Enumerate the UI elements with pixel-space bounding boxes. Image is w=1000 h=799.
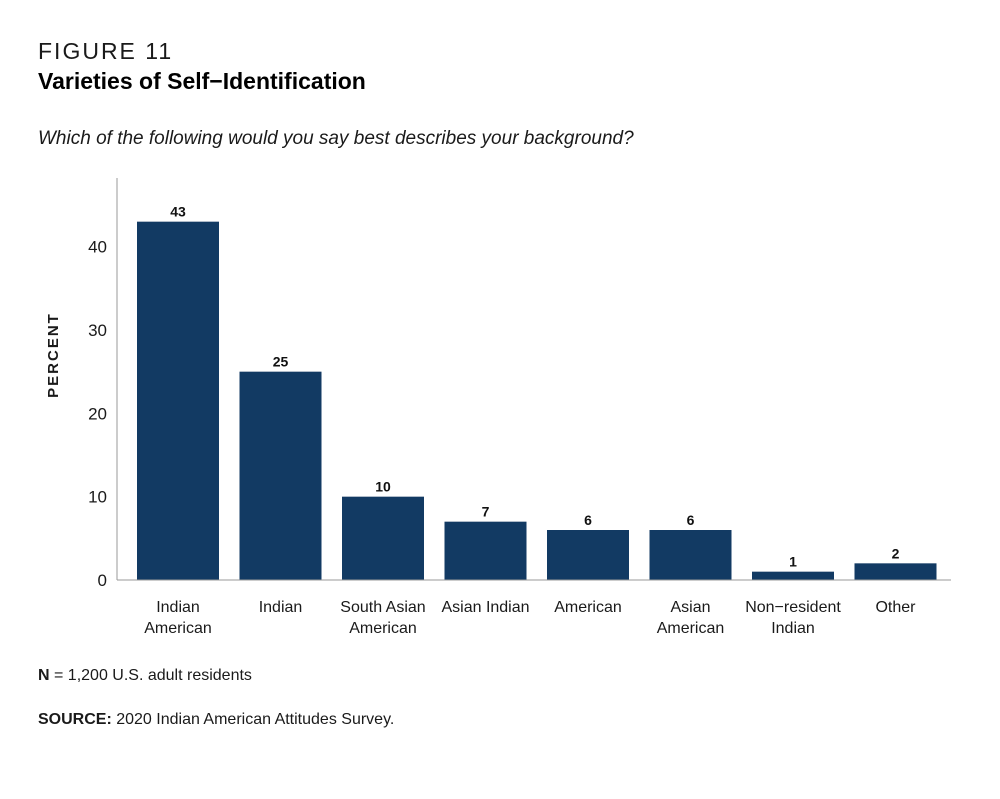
bar	[342, 496, 424, 580]
bar	[444, 521, 527, 580]
data-label: 1	[789, 554, 797, 570]
bar	[547, 530, 629, 580]
x-tick-label: Indian	[259, 599, 303, 616]
data-label: 6	[687, 512, 695, 528]
figure-number: FIGURE 11	[38, 38, 174, 64]
bar	[137, 221, 219, 580]
data-label: 43	[170, 204, 186, 220]
data-label: 10	[375, 479, 391, 495]
source-text: 2020 Indian American Attitudes Survey.	[111, 711, 395, 728]
x-tick-label: Other	[875, 599, 916, 616]
y-tick-label: 0	[98, 571, 107, 590]
x-tick-label: Asian American	[657, 599, 725, 637]
y-tick-label: 40	[88, 238, 107, 257]
y-tick-label: 30	[88, 321, 107, 340]
data-label: 2	[892, 545, 900, 561]
x-axis: Indian American Indian South Asian American A…	[117, 579, 951, 637]
n-label: N	[38, 667, 50, 684]
bar	[854, 563, 937, 580]
n-text: = 1,200 U.S. adult residents	[49, 667, 252, 684]
bar	[752, 571, 834, 580]
x-tick-label: South Asian American	[340, 599, 425, 637]
chart-title: Varieties of Self−Identification	[38, 68, 366, 94]
source-note: SOURCE: 2020 Indian American Attitudes S…	[38, 711, 394, 729]
bars: 43 25 10 7 6 6 1 2	[137, 204, 937, 580]
survey-question: Which of the following would you say bes…	[38, 128, 634, 149]
bar	[649, 530, 732, 580]
data-label: 7	[482, 504, 490, 520]
y-axis: 0 10 20 30 40	[88, 178, 118, 590]
x-tick-label: Indian American	[144, 599, 212, 637]
sample-size-note: N = 1,200 U.S. adult residents	[38, 667, 252, 685]
y-tick-label: 10	[88, 488, 107, 507]
y-tick-label: 20	[88, 404, 107, 423]
data-label: 6	[584, 512, 592, 528]
x-tick-label: Asian Indian	[441, 599, 529, 616]
source-label: SOURCE:	[38, 711, 112, 728]
x-tick-label: Non−resident Indian	[745, 599, 841, 637]
bar	[239, 371, 322, 580]
x-tick-label: American	[554, 599, 622, 616]
y-axis-label: PERCENT	[45, 312, 62, 398]
data-label: 25	[273, 354, 289, 370]
